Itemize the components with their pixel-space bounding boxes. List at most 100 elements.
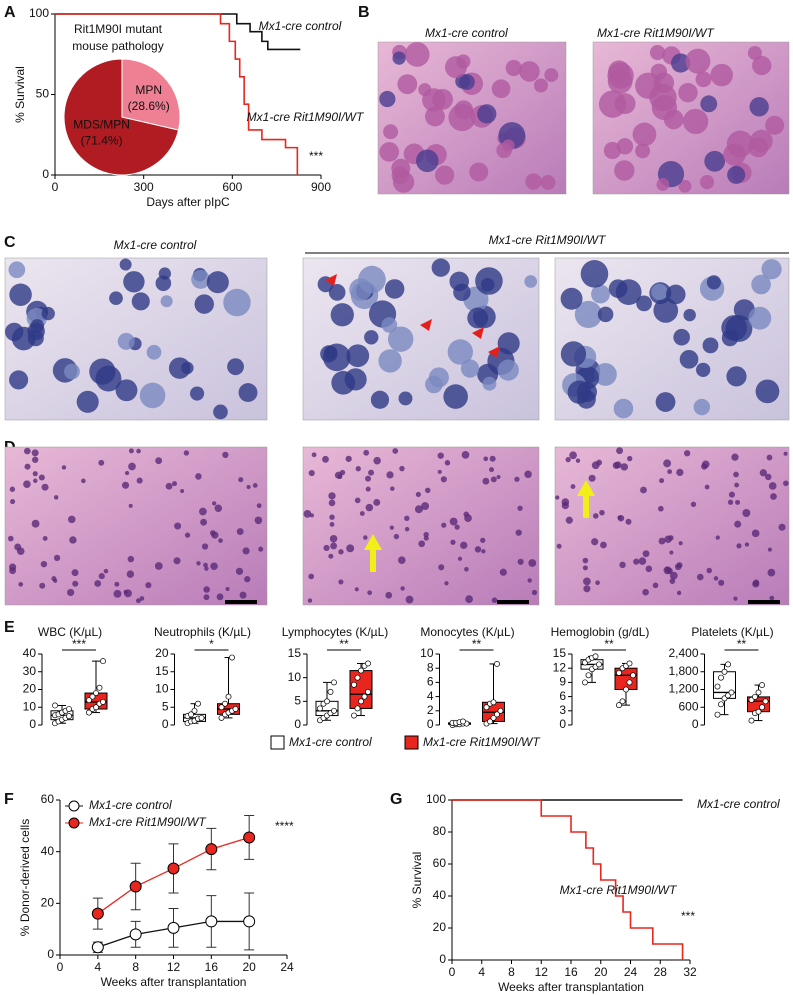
- cell: [636, 295, 652, 312]
- cell: [8, 261, 26, 279]
- cell: [418, 540, 426, 548]
- y-tick-label: 15: [155, 664, 169, 678]
- cell: [378, 349, 402, 373]
- data-point: [93, 690, 99, 697]
- marker: [205, 843, 218, 856]
- cell: [127, 555, 135, 563]
- panel-label: A: [4, 4, 16, 21]
- x-tick-label: 24: [280, 960, 294, 974]
- cell: [53, 495, 59, 500]
- data-point: [218, 704, 225, 711]
- cell: [676, 468, 684, 477]
- cell: [365, 486, 371, 492]
- x-tick-label: 20: [242, 960, 256, 974]
- y-tick-label: 9: [559, 675, 566, 689]
- data-point: [331, 707, 337, 714]
- cell: [115, 379, 138, 402]
- cell: [392, 171, 415, 193]
- y-tick-label: 2: [427, 703, 434, 717]
- cell: [329, 522, 335, 527]
- cell: [246, 484, 251, 490]
- cell: [669, 550, 674, 555]
- cell: [328, 284, 346, 301]
- cell: [614, 461, 622, 469]
- x-axis-label: Weeks after transplantation: [101, 975, 247, 989]
- x-tick-label: 12: [167, 960, 181, 974]
- slice-label: MDS/MPN: [73, 117, 130, 131]
- cell: [608, 60, 630, 83]
- cell: [577, 389, 596, 409]
- cell: [556, 543, 562, 549]
- y-tick-label: 10: [23, 699, 37, 713]
- cell: [710, 63, 733, 87]
- cell: [635, 143, 651, 159]
- cell: [424, 106, 445, 127]
- data-point: [191, 707, 198, 714]
- cell: [582, 565, 588, 571]
- cell: [214, 504, 223, 513]
- data-point: [86, 697, 92, 704]
- cell: [491, 597, 498, 604]
- cell: [303, 509, 312, 518]
- cell: [749, 97, 769, 117]
- data-point: [718, 674, 724, 681]
- cell: [751, 274, 771, 295]
- marker: [167, 921, 180, 934]
- cell: [14, 543, 22, 551]
- data-point: [351, 681, 357, 688]
- cell: [95, 365, 122, 392]
- cell: [656, 178, 670, 191]
- cell: [696, 573, 704, 581]
- cell: [200, 518, 207, 526]
- cell: [165, 482, 173, 490]
- cell: [674, 563, 682, 571]
- cell: [638, 557, 647, 565]
- significance: ***: [72, 637, 86, 651]
- cell: [399, 465, 405, 472]
- cell: [561, 501, 570, 510]
- cell: [72, 580, 79, 587]
- significance: *: [209, 637, 214, 651]
- cell: [416, 149, 439, 173]
- cell: [736, 543, 742, 549]
- cell: [444, 581, 449, 586]
- cell: [385, 591, 393, 599]
- cell: [678, 179, 692, 193]
- micrograph: [302, 446, 540, 606]
- micrograph: [4, 446, 268, 606]
- data-point: [195, 700, 201, 707]
- cell: [664, 535, 672, 543]
- cell: [463, 511, 469, 518]
- cell: [9, 370, 29, 390]
- cell: [128, 462, 136, 471]
- data-point: [497, 707, 504, 714]
- cell: [76, 390, 99, 413]
- data-point: [616, 702, 622, 709]
- data-point: [728, 689, 735, 696]
- y-tick-label: 80: [433, 824, 447, 838]
- data-point: [714, 683, 721, 690]
- cell: [752, 580, 760, 588]
- cell: [123, 271, 145, 293]
- cell: [370, 390, 390, 409]
- y-tick-label: 20: [41, 896, 55, 910]
- cell: [181, 361, 194, 375]
- cell: [390, 486, 395, 491]
- x-tick-label: 4: [478, 965, 485, 979]
- cell: [726, 130, 754, 158]
- cell: [591, 284, 610, 304]
- cell: [752, 55, 772, 76]
- data-point: [365, 688, 371, 695]
- x-tick-label: 16: [564, 965, 578, 979]
- cell: [574, 300, 603, 329]
- cell: [480, 537, 486, 543]
- cell: [9, 567, 17, 575]
- cell: [435, 165, 455, 185]
- x-tick-label: 16: [205, 960, 219, 974]
- panel-label: E: [4, 619, 15, 636]
- cell: [533, 78, 548, 93]
- cell: [664, 566, 670, 572]
- cell: [31, 456, 39, 463]
- pie-slice: [63, 58, 180, 176]
- marker: [129, 880, 142, 893]
